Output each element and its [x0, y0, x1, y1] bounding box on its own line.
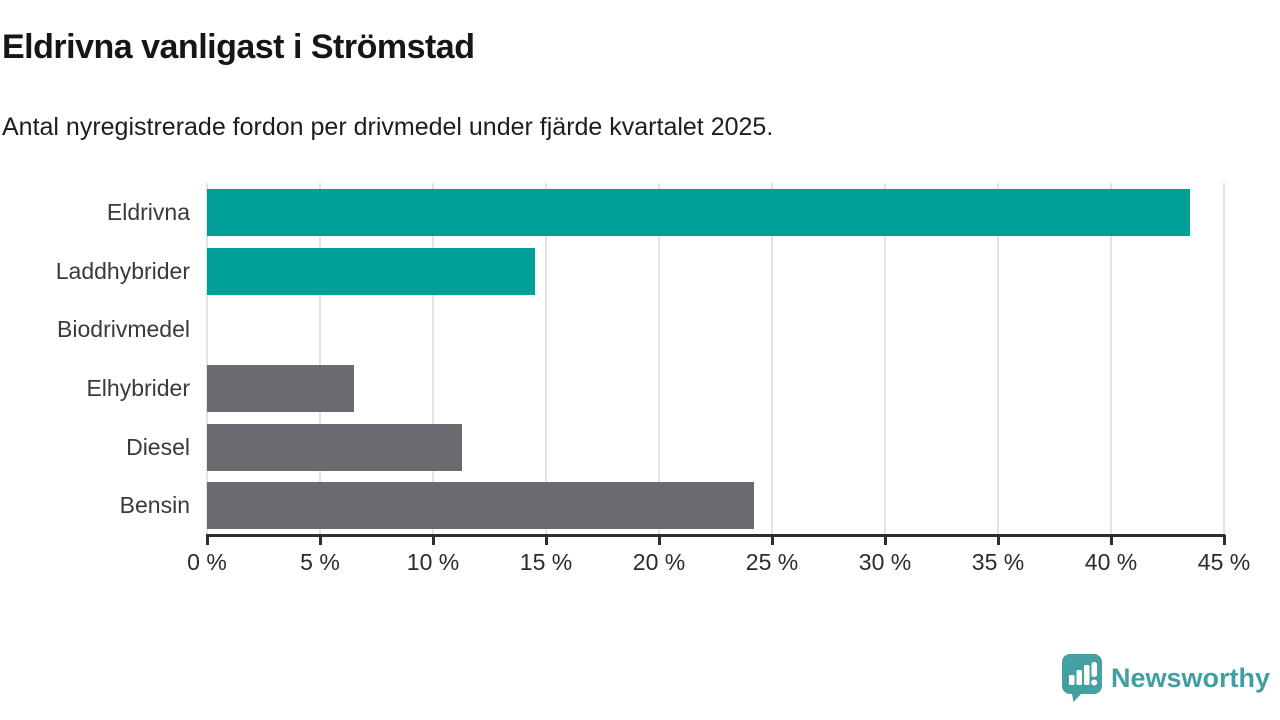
gridline: [658, 183, 660, 535]
x-axis-tick: [431, 535, 435, 545]
x-axis-line: [206, 534, 1225, 537]
category-label: Diesel: [126, 433, 190, 460]
chart-subtitle: Antal nyregistrerade fordon per drivmede…: [2, 113, 774, 141]
category-label: Biodrivmedel: [57, 316, 190, 343]
bar-eldrivna: [207, 188, 1191, 236]
page-title: Eldrivna vanligast i Strömstad: [2, 28, 475, 66]
x-tick-label: 25 %: [745, 549, 799, 575]
category-label: Eldrivna: [106, 198, 190, 225]
x-axis-tick: [883, 535, 887, 545]
x-tick-label: 30 %: [858, 549, 912, 575]
gridline: [206, 183, 208, 535]
category-label: Laddhybrider: [55, 257, 190, 284]
x-axis-tick: [1109, 535, 1113, 545]
category-label: Bensin: [119, 492, 190, 519]
newsworthy-logo-icon: [1061, 654, 1102, 702]
gridline: [432, 183, 434, 535]
gridline: [545, 183, 547, 535]
x-tick-label: 0 %: [187, 549, 227, 575]
gridline: [1223, 183, 1225, 535]
x-tick-label: 35 %: [971, 549, 1025, 575]
category-label: Elhybrider: [86, 374, 190, 401]
x-axis-tick: [318, 535, 322, 545]
x-axis-tick: [657, 535, 661, 545]
bar-bensin: [207, 482, 754, 530]
x-axis-tick: [205, 535, 209, 545]
gridline: [1110, 183, 1112, 535]
bar-laddhybrider: [207, 247, 535, 295]
x-axis-tick: [1222, 535, 1226, 545]
x-axis-tick: [996, 535, 1000, 545]
x-tick-label: 45 %: [1197, 549, 1251, 575]
bar-diesel: [207, 423, 463, 471]
gridline: [884, 183, 886, 535]
x-tick-label: 5 %: [300, 549, 340, 575]
brand-name: Newsworthy: [1110, 662, 1270, 693]
x-axis-tick: [544, 535, 548, 545]
gridline: [997, 183, 999, 535]
brand-footer: Newsworthy: [1061, 654, 1270, 702]
x-tick-label: 20 %: [632, 549, 686, 575]
x-axis-tick: [770, 535, 774, 545]
x-tick-label: 40 %: [1084, 549, 1138, 575]
gridline: [319, 183, 321, 535]
x-tick-label: 15 %: [519, 549, 573, 575]
gridline: [771, 183, 773, 535]
x-tick-label: 10 %: [406, 549, 460, 575]
bar-elhybrider: [207, 364, 354, 412]
